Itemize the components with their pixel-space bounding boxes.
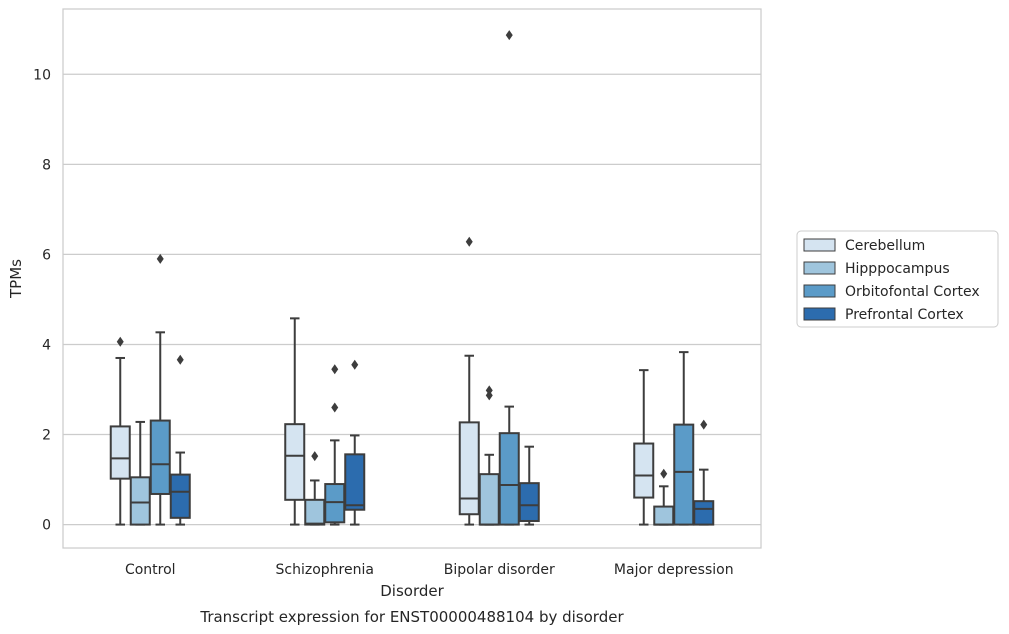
box-3-1 [653,468,675,526]
box-0-3 [169,354,191,526]
y-tick-label: 6 [42,247,51,263]
legend-swatch [803,284,836,298]
x-axis-label: Disorder [380,582,444,600]
box-1-0 [284,317,306,526]
box-0-2 [149,253,171,526]
y-axis-ticks: 0 2 4 6 8 10 [33,67,51,533]
iqr-box [109,425,131,480]
legend-frame [796,230,999,328]
outlier-point [700,419,708,430]
iqr-box [498,432,520,526]
outlier-point [311,451,319,462]
iqr-box [478,473,500,526]
outlier-point [331,364,339,375]
legend-label: Hipppocampus [845,261,950,277]
box-1-3 [344,359,366,526]
x-tick-label: Control [125,562,176,578]
outlier-point [351,359,359,370]
box-3-3 [693,419,715,526]
legend-swatch [803,261,836,275]
iqr-box [129,476,151,526]
box-1-1 [304,451,326,526]
outlier-point [331,402,339,413]
outlier-point [465,236,473,247]
iqr-box [458,421,480,516]
iqr-box [673,423,695,526]
legend: Cerebellum Hipppocampus Orbitofontal Corte… [796,230,999,328]
chart-caption: Transcript expression for ENST0000048810… [199,608,624,626]
y-tick-label: 0 [42,518,51,534]
outlier-point [156,253,164,264]
box-2-2 [498,30,520,526]
x-tick-label: Major depression [614,562,734,578]
legend-label: Orbitofontal Cortex [845,284,980,300]
x-axis-ticks: Control Schizophrenia Bipolar disorder Majo… [125,562,734,578]
y-tick-label: 2 [42,428,51,444]
iqr-box [518,482,540,522]
box-1-2 [324,364,346,526]
iqr-box [149,419,171,495]
outlier-point [660,468,668,479]
box-0-0 [109,336,131,526]
legend-label: Prefrontal Cortex [845,307,964,323]
box-3-2 [673,351,695,526]
outlier-point [485,385,493,396]
legend-swatch [803,238,836,252]
box-0-1 [129,420,151,526]
iqr-box [304,498,326,526]
legend-swatch [803,307,836,321]
legend-label: Cerebellum [845,238,925,254]
iqr-box [324,483,346,524]
outlier-point [505,30,513,41]
box-3-0 [633,369,655,526]
x-tick-label: Schizophrenia [276,562,374,578]
y-tick-label: 4 [42,337,51,353]
iqr-box [693,500,715,526]
boxes [109,30,715,526]
iqr-box [653,505,675,526]
box-2-3 [518,445,540,526]
y-tick-label: 8 [42,157,51,173]
x-tick-label: Bipolar disorder [444,562,555,578]
iqr-box [633,442,655,499]
box-2-0 [458,236,480,526]
y-tick-label: 10 [33,67,51,83]
iqr-box [169,473,191,519]
outlier-point [176,354,184,365]
box-2-1 [478,385,500,526]
iqr-box [344,453,366,511]
outlier-point [116,336,124,347]
plot-frame [62,8,762,549]
y-axis-label: TPMs [7,259,25,299]
iqr-box [284,423,306,501]
